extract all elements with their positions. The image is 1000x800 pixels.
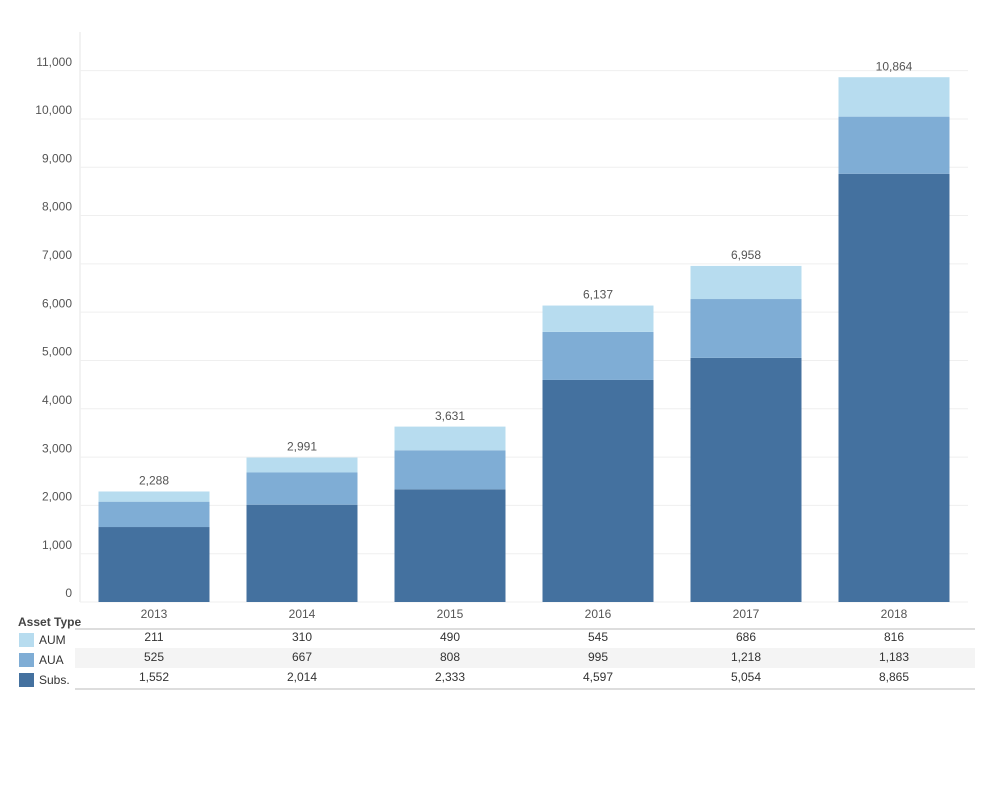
y-tick-label: 0	[65, 586, 72, 600]
table-cell: 1,218	[731, 650, 761, 664]
table-cell: 4,597	[583, 670, 613, 684]
table-cell: 525	[144, 650, 164, 664]
total-label: 6,958	[731, 248, 761, 262]
bar-segment	[690, 265, 802, 300]
table-row-band	[75, 648, 975, 668]
bar-segment	[98, 491, 210, 502]
table-cell: 2,014	[287, 670, 317, 684]
table-cell: 686	[736, 630, 756, 644]
bar-segment	[838, 77, 950, 117]
table-cell: 2,333	[435, 670, 465, 684]
y-tick-label: 5,000	[42, 345, 72, 359]
total-label: 6,137	[583, 288, 613, 302]
bar-segment	[246, 457, 358, 473]
table-cell: 8,865	[879, 670, 909, 684]
y-tick-label: 9,000	[42, 151, 72, 165]
y-tick-label: 7,000	[42, 248, 72, 262]
total-label: 2,991	[287, 440, 317, 454]
y-tick-label: 3,000	[42, 441, 72, 455]
bar-segment	[838, 173, 950, 602]
bar-segment	[542, 331, 654, 380]
legend-label: AUM	[39, 633, 66, 647]
y-tick-label: 11,000	[36, 55, 72, 69]
bar-segment	[394, 489, 506, 602]
bar-segment	[690, 299, 802, 358]
legend-title: Asset Type	[18, 615, 81, 629]
legend-label: AUA	[39, 653, 64, 667]
x-tick-label: 2017	[733, 607, 760, 621]
table-cell: 211	[144, 630, 163, 644]
total-label: 10,864	[876, 59, 913, 73]
x-tick-label: 2018	[881, 607, 908, 621]
table-cell: 490	[440, 630, 460, 644]
x-tick-label: 2013	[141, 607, 168, 621]
legend-swatch	[19, 673, 34, 687]
legend-swatch	[19, 653, 34, 667]
table-cell: 667	[292, 650, 312, 664]
table-cell: 995	[588, 650, 608, 664]
legend-label: Subs.	[39, 673, 70, 687]
y-tick-label: 6,000	[42, 296, 72, 310]
bar-segment	[394, 426, 506, 451]
total-label: 3,631	[435, 409, 465, 423]
table-cell: 1,183	[879, 650, 909, 664]
bar-segment	[542, 379, 654, 602]
table-cell: 545	[588, 630, 608, 644]
table-cell: 816	[884, 630, 904, 644]
y-tick-label: 1,000	[42, 538, 72, 552]
table-cell: 310	[292, 630, 312, 644]
legend-swatch	[19, 633, 34, 647]
bar-segment	[246, 504, 358, 602]
table-cell: 1,552	[139, 670, 169, 684]
bar-segment	[838, 116, 950, 174]
y-tick-label: 10,000	[35, 103, 72, 117]
bar-segment	[98, 527, 210, 602]
bar-segment	[542, 305, 654, 332]
x-tick-label: 2014	[289, 607, 316, 621]
y-tick-label: 8,000	[42, 200, 72, 214]
table-cell: 5,054	[731, 670, 761, 684]
x-tick-label: 2016	[585, 607, 612, 621]
y-tick-label: 2,000	[42, 490, 72, 504]
table-cell: 808	[440, 650, 460, 664]
x-tick-label: 2015	[437, 607, 464, 621]
total-label: 2,288	[139, 474, 169, 488]
bar-segment	[246, 472, 358, 505]
y-tick-label: 4,000	[42, 393, 72, 407]
bar-segment	[394, 450, 506, 490]
bar-segment	[98, 501, 210, 528]
bar-segment	[690, 357, 802, 602]
